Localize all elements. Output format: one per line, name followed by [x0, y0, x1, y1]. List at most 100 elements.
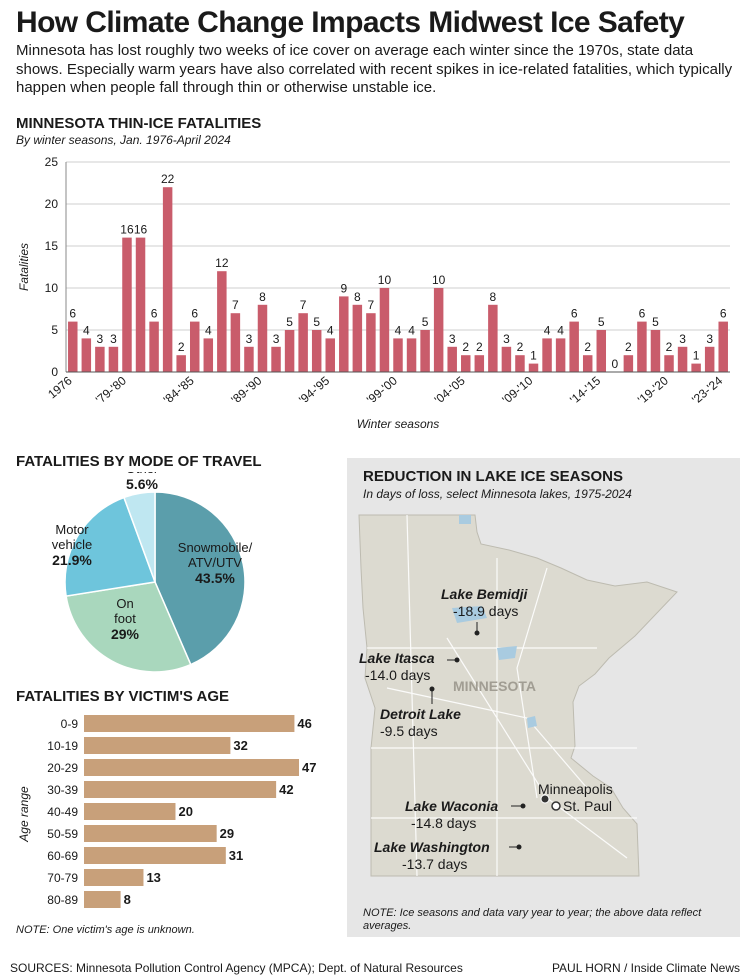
age-category-label: 50-59 — [47, 827, 78, 841]
footer-credit: PAUL HORN / Inside Climate News — [551, 961, 740, 975]
mode-chart-title: FATALITIES BY MODE OF TRAVEL — [16, 453, 262, 470]
pie-slice-percent: 21.9% — [52, 552, 92, 568]
bar-data-label: 4 — [327, 323, 334, 337]
bar — [284, 330, 295, 372]
bar-data-label: 10 — [378, 273, 392, 287]
bar-data-label: 3 — [706, 332, 713, 346]
pie-slice-name: vehicle — [52, 537, 92, 552]
bar-data-label: 1 — [530, 349, 537, 363]
bar — [122, 237, 132, 372]
footer-sources: SOURCES: Minnesota Pollution Control Age… — [10, 961, 463, 975]
bar-data-label: 2 — [625, 340, 632, 354]
bar-data-label: 3 — [679, 332, 686, 346]
bar-data-label: 3 — [246, 332, 253, 346]
bar-data-label: 2 — [584, 340, 591, 354]
age-category-label: 10-19 — [47, 739, 78, 753]
bar — [569, 321, 579, 372]
map-title: REDUCTION IN LAKE ICE SEASONS — [363, 468, 624, 485]
x-tick-label: '23-'24 — [689, 373, 725, 407]
bar-data-label: 2 — [666, 340, 673, 354]
bar-data-label: 3 — [97, 332, 104, 346]
bar — [95, 346, 105, 372]
age-category-label: 80-89 — [47, 893, 78, 907]
age-category-label: 70-79 — [47, 871, 78, 885]
y-tick-label: 0 — [51, 365, 58, 379]
bar-data-label: 8 — [354, 290, 361, 304]
y-tick-label: 25 — [45, 155, 59, 169]
age-bar — [84, 825, 217, 842]
age-value-label: 42 — [279, 782, 293, 797]
bar-data-label: 6 — [151, 307, 158, 321]
lake-itasca-label: Lake Itasca — [359, 650, 435, 666]
pie-slice-percent: 43.5% — [195, 570, 235, 586]
bar-data-label: 2 — [517, 340, 524, 354]
bar-data-label: 6 — [571, 307, 578, 321]
bar — [257, 304, 268, 372]
bar — [298, 313, 308, 372]
bar — [379, 288, 390, 372]
bar-data-label: 5 — [652, 315, 659, 329]
bar-data-label: 2 — [178, 340, 185, 354]
bar — [81, 338, 92, 372]
x-tick-label: '94-'95 — [296, 373, 332, 407]
age-note: NOTE: One victim's age is unknown. — [16, 924, 195, 936]
bar-data-label: 16 — [134, 223, 148, 237]
pie-slice-percent: 5.6% — [126, 476, 158, 492]
age-bar — [84, 803, 176, 820]
bar — [542, 338, 552, 372]
bar-data-label: 9 — [340, 281, 347, 295]
pie-slice-name: On — [116, 596, 133, 611]
age-value-label: 47 — [302, 760, 316, 775]
bar — [677, 346, 688, 372]
bar-data-label: 7 — [300, 298, 307, 312]
age-bar — [84, 715, 295, 732]
bar — [203, 338, 214, 372]
lake-waconia-value: -14.8 days — [411, 815, 476, 831]
y-axis-title: Fatalities — [17, 243, 31, 291]
bar — [596, 330, 607, 372]
age-bar — [84, 869, 144, 886]
pie-slice-name: ATV/UTV — [188, 555, 242, 570]
bar — [718, 321, 728, 372]
bar — [311, 330, 322, 372]
bar — [501, 346, 512, 372]
minneapolis-label: Minneapolis — [538, 781, 613, 797]
x-tick-label: '99-'00 — [364, 373, 400, 407]
age-category-label: 30-39 — [47, 783, 78, 797]
bar-data-label: 4 — [395, 323, 402, 337]
bar-data-label: 5 — [313, 315, 320, 329]
bar — [352, 304, 363, 372]
lake-waconia-label: Lake Waconia — [405, 798, 498, 814]
bar-data-label: 5 — [598, 315, 605, 329]
age-chart-title: FATALITIES BY VICTIM'S AGE — [16, 688, 230, 705]
x-tick-label: '84-'85 — [161, 373, 197, 407]
bar — [135, 237, 146, 372]
minnesota-outline — [358, 514, 678, 877]
bar — [488, 304, 498, 372]
lake-bemidji-label: Lake Bemidji — [441, 586, 528, 602]
age-category-label: 20-29 — [47, 761, 78, 775]
y-tick-label: 15 — [45, 239, 59, 253]
bar — [244, 346, 254, 372]
bar-data-label: 16 — [120, 223, 134, 237]
bar — [664, 355, 674, 372]
y-tick-label: 5 — [51, 323, 58, 337]
bar — [704, 346, 715, 372]
bar — [406, 338, 417, 372]
x-axis-title: Winter seasons — [357, 417, 440, 431]
bar — [230, 313, 241, 372]
bar-data-label: 4 — [544, 323, 551, 337]
age-value-label: 46 — [297, 716, 311, 731]
st-paul-label: St. Paul — [563, 798, 612, 814]
bar — [271, 346, 281, 372]
bar-data-label: 4 — [557, 323, 564, 337]
bar-data-label: 2 — [462, 340, 469, 354]
y-tick-label: 10 — [45, 281, 59, 295]
bar — [217, 271, 227, 372]
age-value-label: 20 — [178, 804, 192, 819]
bar-data-label: 6 — [639, 307, 646, 321]
bar-data-label: 1 — [693, 349, 700, 363]
pie-slice-name: Motor — [55, 522, 89, 537]
pie-slice-percent: 29% — [111, 626, 140, 642]
bar — [474, 355, 485, 372]
